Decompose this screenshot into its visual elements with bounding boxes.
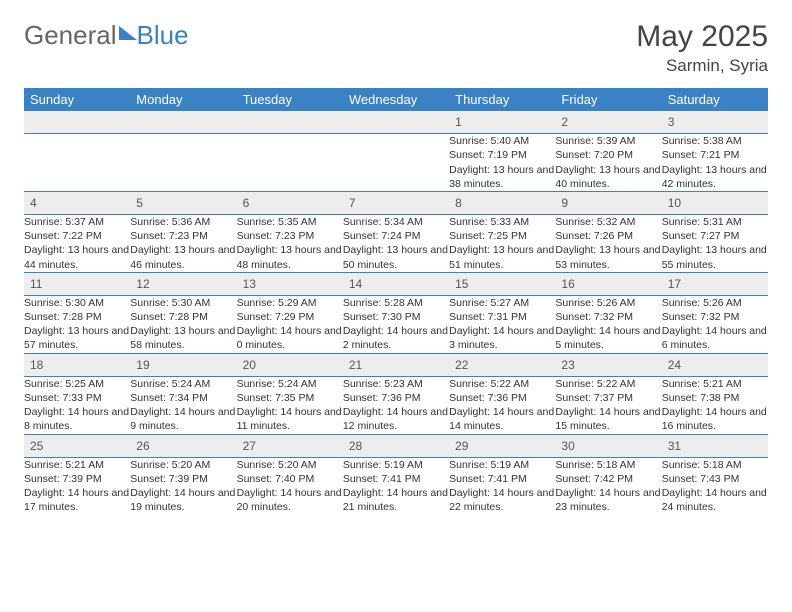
day-detail-cell <box>237 134 343 192</box>
day-number-cell: 17 <box>662 272 768 295</box>
day-number-cell: 1 <box>449 111 555 134</box>
day-detail-cell: Sunrise: 5:23 AMSunset: 7:36 PMDaylight:… <box>343 376 449 434</box>
day-number-cell: 16 <box>555 272 661 295</box>
day-number-cell: 10 <box>662 191 768 214</box>
title-block: May 2025 Sarmin, Syria <box>636 20 768 76</box>
day-number-cell: 22 <box>449 353 555 376</box>
day-number-cell: 25 <box>24 434 130 457</box>
day-detail-cell: Sunrise: 5:22 AMSunset: 7:37 PMDaylight:… <box>555 376 661 434</box>
day-detail-cell <box>343 134 449 192</box>
day-number-cell: 18 <box>24 353 130 376</box>
day-detail-cell: Sunrise: 5:20 AMSunset: 7:39 PMDaylight:… <box>130 457 236 514</box>
day-number-cell: 3 <box>662 111 768 134</box>
day-detail-cell: Sunrise: 5:25 AMSunset: 7:33 PMDaylight:… <box>24 376 130 434</box>
day-detail-cell: Sunrise: 5:29 AMSunset: 7:29 PMDaylight:… <box>237 295 343 353</box>
location-label: Sarmin, Syria <box>636 56 768 76</box>
day-number-cell: 31 <box>662 434 768 457</box>
day-detail-cell: Sunrise: 5:28 AMSunset: 7:30 PMDaylight:… <box>343 295 449 353</box>
day-number-cell <box>130 111 236 134</box>
day-detail-cell: Sunrise: 5:22 AMSunset: 7:36 PMDaylight:… <box>449 376 555 434</box>
day-number-cell: 5 <box>130 191 236 214</box>
day-detail-cell: Sunrise: 5:34 AMSunset: 7:24 PMDaylight:… <box>343 215 449 273</box>
day-number-cell: 29 <box>449 434 555 457</box>
logo-text-general: General <box>24 20 117 51</box>
day-detail-cell: Sunrise: 5:26 AMSunset: 7:32 PMDaylight:… <box>662 295 768 353</box>
day-detail-cell: Sunrise: 5:20 AMSunset: 7:40 PMDaylight:… <box>237 457 343 514</box>
day-number-row: 123 <box>24 111 768 134</box>
day-number-cell: 13 <box>237 272 343 295</box>
day-detail-cell <box>24 134 130 192</box>
day-detail-cell: Sunrise: 5:24 AMSunset: 7:34 PMDaylight:… <box>130 376 236 434</box>
logo-triangle-icon <box>119 26 137 40</box>
weekday-header: Wednesday <box>343 88 449 111</box>
day-number-cell: 15 <box>449 272 555 295</box>
day-detail-cell: Sunrise: 5:40 AMSunset: 7:19 PMDaylight:… <box>449 134 555 192</box>
day-number-cell <box>237 111 343 134</box>
day-detail-cell: Sunrise: 5:33 AMSunset: 7:25 PMDaylight:… <box>449 215 555 273</box>
day-detail-cell: Sunrise: 5:24 AMSunset: 7:35 PMDaylight:… <box>237 376 343 434</box>
day-detail-cell: Sunrise: 5:18 AMSunset: 7:43 PMDaylight:… <box>662 457 768 514</box>
day-number-cell: 14 <box>343 272 449 295</box>
day-number-cell: 30 <box>555 434 661 457</box>
day-detail-cell: Sunrise: 5:21 AMSunset: 7:38 PMDaylight:… <box>662 376 768 434</box>
day-text-row: Sunrise: 5:40 AMSunset: 7:19 PMDaylight:… <box>24 134 768 192</box>
day-detail-cell <box>130 134 236 192</box>
day-number-cell: 19 <box>130 353 236 376</box>
day-detail-cell: Sunrise: 5:30 AMSunset: 7:28 PMDaylight:… <box>130 295 236 353</box>
day-text-row: Sunrise: 5:21 AMSunset: 7:39 PMDaylight:… <box>24 457 768 514</box>
day-detail-cell: Sunrise: 5:36 AMSunset: 7:23 PMDaylight:… <box>130 215 236 273</box>
day-detail-cell: Sunrise: 5:30 AMSunset: 7:28 PMDaylight:… <box>24 295 130 353</box>
day-number-cell: 26 <box>130 434 236 457</box>
day-detail-cell: Sunrise: 5:26 AMSunset: 7:32 PMDaylight:… <box>555 295 661 353</box>
weekday-header: Friday <box>555 88 661 111</box>
day-number-cell: 23 <box>555 353 661 376</box>
day-number-cell: 6 <box>237 191 343 214</box>
day-number-cell <box>24 111 130 134</box>
day-number-cell: 12 <box>130 272 236 295</box>
logo: General Blue <box>24 20 189 51</box>
weekday-header: Monday <box>130 88 236 111</box>
day-text-row: Sunrise: 5:25 AMSunset: 7:33 PMDaylight:… <box>24 376 768 434</box>
day-detail-cell: Sunrise: 5:37 AMSunset: 7:22 PMDaylight:… <box>24 215 130 273</box>
day-detail-cell: Sunrise: 5:19 AMSunset: 7:41 PMDaylight:… <box>343 457 449 514</box>
day-number-cell: 28 <box>343 434 449 457</box>
day-detail-cell: Sunrise: 5:32 AMSunset: 7:26 PMDaylight:… <box>555 215 661 273</box>
day-detail-cell: Sunrise: 5:21 AMSunset: 7:39 PMDaylight:… <box>24 457 130 514</box>
weekday-header: Sunday <box>24 88 130 111</box>
header: General Blue May 2025 Sarmin, Syria <box>24 20 768 76</box>
weekday-header: Thursday <box>449 88 555 111</box>
weekday-header: Saturday <box>662 88 768 111</box>
weekday-header: Tuesday <box>237 88 343 111</box>
day-number-row: 18192021222324 <box>24 353 768 376</box>
day-number-cell: 27 <box>237 434 343 457</box>
day-detail-cell: Sunrise: 5:35 AMSunset: 7:23 PMDaylight:… <box>237 215 343 273</box>
calendar-body: 123 Sunrise: 5:40 AMSunset: 7:19 PMDayli… <box>24 111 768 514</box>
day-number-cell: 9 <box>555 191 661 214</box>
day-detail-cell: Sunrise: 5:39 AMSunset: 7:20 PMDaylight:… <box>555 134 661 192</box>
weekday-header-row: SundayMondayTuesdayWednesdayThursdayFrid… <box>24 88 768 111</box>
day-detail-cell: Sunrise: 5:19 AMSunset: 7:41 PMDaylight:… <box>449 457 555 514</box>
day-number-cell: 24 <box>662 353 768 376</box>
day-number-cell: 4 <box>24 191 130 214</box>
logo-text-blue: Blue <box>137 20 189 51</box>
day-number-cell: 7 <box>343 191 449 214</box>
day-number-cell: 11 <box>24 272 130 295</box>
day-number-row: 45678910 <box>24 191 768 214</box>
month-title: May 2025 <box>636 20 768 54</box>
day-detail-cell: Sunrise: 5:27 AMSunset: 7:31 PMDaylight:… <box>449 295 555 353</box>
day-detail-cell: Sunrise: 5:31 AMSunset: 7:27 PMDaylight:… <box>662 215 768 273</box>
day-number-cell: 20 <box>237 353 343 376</box>
day-number-cell: 2 <box>555 111 661 134</box>
day-number-cell <box>343 111 449 134</box>
day-number-cell: 21 <box>343 353 449 376</box>
day-text-row: Sunrise: 5:30 AMSunset: 7:28 PMDaylight:… <box>24 295 768 353</box>
day-detail-cell: Sunrise: 5:38 AMSunset: 7:21 PMDaylight:… <box>662 134 768 192</box>
day-number-row: 25262728293031 <box>24 434 768 457</box>
day-number-cell: 8 <box>449 191 555 214</box>
day-text-row: Sunrise: 5:37 AMSunset: 7:22 PMDaylight:… <box>24 215 768 273</box>
day-detail-cell: Sunrise: 5:18 AMSunset: 7:42 PMDaylight:… <box>555 457 661 514</box>
calendar-table: SundayMondayTuesdayWednesdayThursdayFrid… <box>24 88 768 514</box>
day-number-row: 11121314151617 <box>24 272 768 295</box>
